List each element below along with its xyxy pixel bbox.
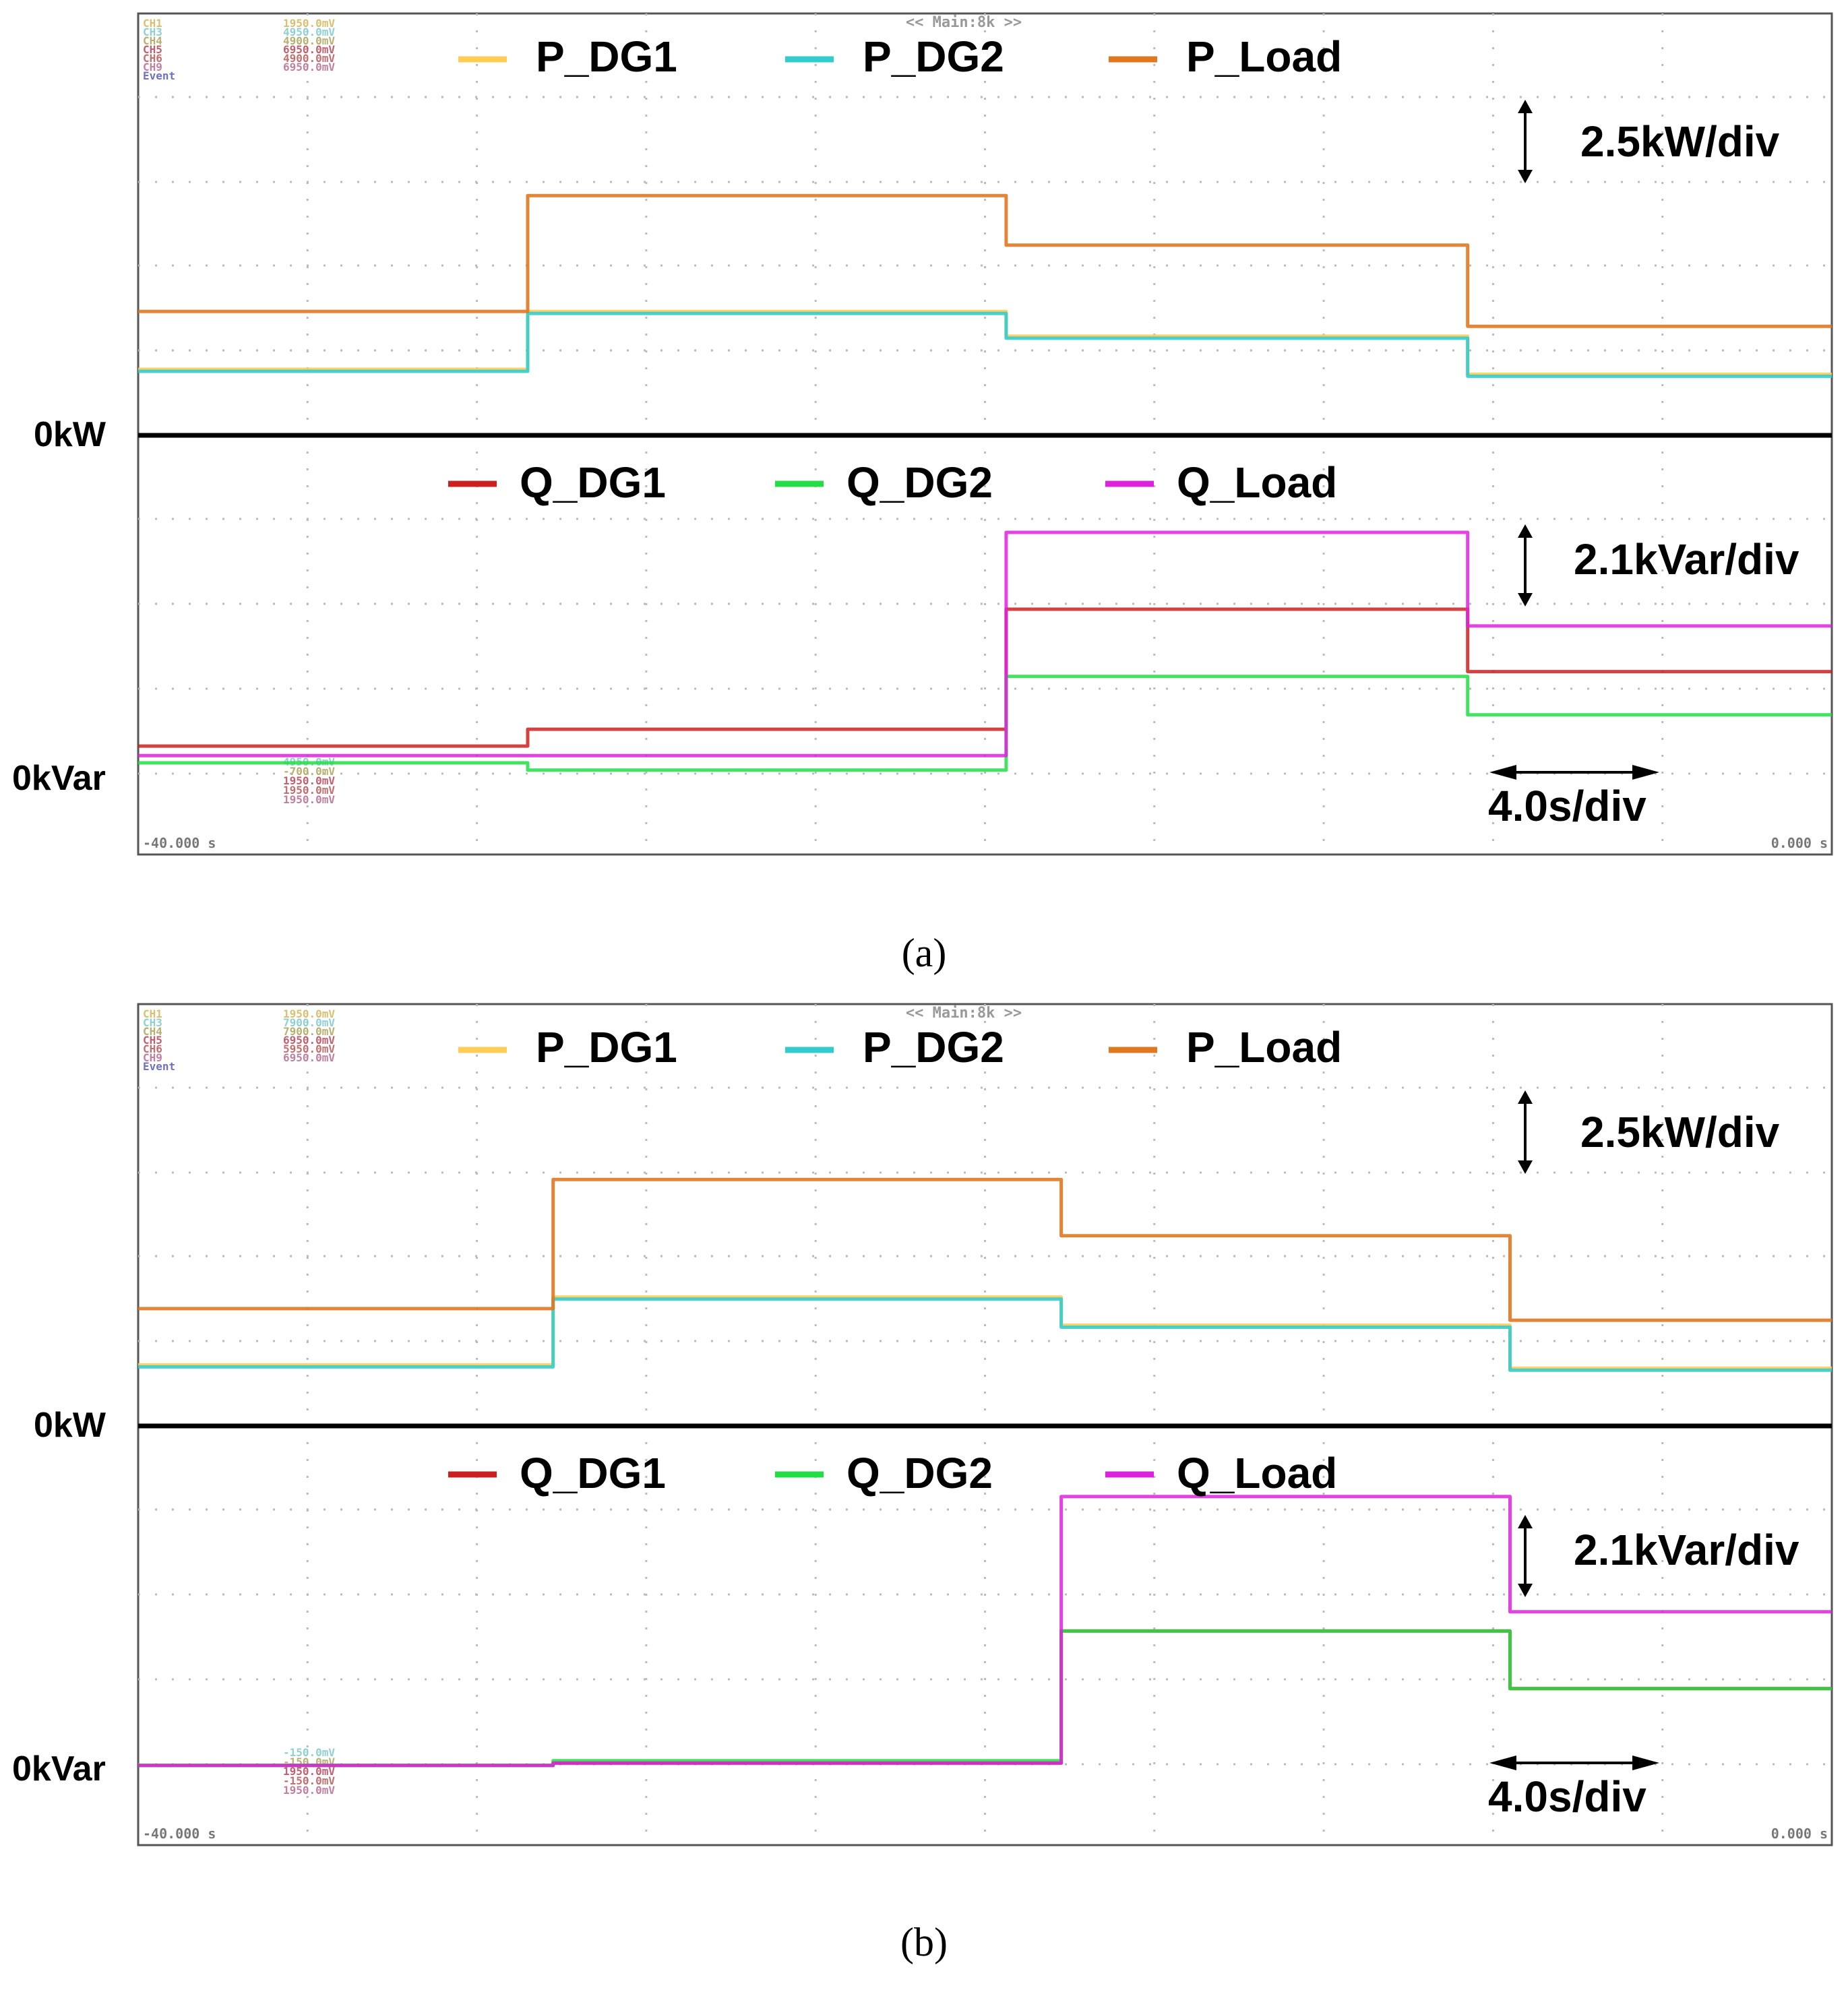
chart-b-legend-label-q-load: Q_Load xyxy=(1177,1449,1337,1497)
chart-a-reactive-scale-arrow-head-down xyxy=(1518,593,1533,607)
chart-b-scope-ch-value-top-4: 5950.0mV xyxy=(283,1043,335,1055)
chart-b-reactive-scale-arrow-head-up xyxy=(1518,1515,1533,1528)
chart-a-series-p-dg2 xyxy=(138,311,1832,378)
chart-a-time-scale-label: 4.0s/div xyxy=(1488,782,1646,830)
chart-a-reactive-scale-arrow-head-up xyxy=(1518,524,1533,538)
chart-a-time-scale-arrow xyxy=(1489,765,1659,780)
chart-b-scope-ch-value-top-3: 6950.0mV xyxy=(283,1034,335,1047)
chart-b-legend-label-q-dg1: Q_DG1 xyxy=(520,1449,666,1497)
chart-b-time-end-label: 0.000 s xyxy=(1771,1826,1828,1842)
chart-a-legend-label-p-load: P_Load xyxy=(1186,32,1342,81)
chart-b-time-scale-arrow-head-left xyxy=(1489,1755,1516,1770)
chart-a-scope-ch-value-top-0: 1950.0mV xyxy=(283,17,335,30)
chart-b-reactive-scale-arrow xyxy=(1518,1515,1533,1597)
panel-a: << Main:8k >> CH1 CH3 CH4 CH5 CH6 CH9 Event 1950… xyxy=(0,0,1848,876)
chart-a-legend-label-q-load: Q_Load xyxy=(1177,458,1337,507)
chart-b-legend-label-p-dg1: P_DG1 xyxy=(536,1023,677,1071)
chart-b-scope-ch-label-2: CH4 xyxy=(143,1025,162,1038)
chart-b-reactive-scale-arrow-head-down xyxy=(1518,1584,1533,1597)
chart-a-zero-kw-label: 0kW xyxy=(34,415,106,454)
chart-a-power-scale-arrow xyxy=(1518,100,1533,183)
caption-a: (a) xyxy=(901,931,947,975)
chart-b-power-scale-arrow-head-down xyxy=(1518,1160,1533,1174)
chart-b-scope-ch-label-5: CH9 xyxy=(143,1051,162,1064)
chart-a-reactive-scale-label: 2.1kVar/div xyxy=(1574,535,1799,584)
chart-b-scope-ch-label-1: CH3 xyxy=(143,1016,162,1029)
chart-a-legend-label-q-dg2: Q_DG2 xyxy=(846,458,993,507)
chart-a-scope-ch-value-top-2: 4900.0mV xyxy=(283,34,335,47)
chart-a-scope-ch-value-top-4: 4900.0mV xyxy=(283,52,335,65)
chart-a-scope-ch-value-top-3: 6950.0mV xyxy=(283,43,335,56)
caption-b: (b) xyxy=(900,1920,948,1964)
chart-b-scope-ch-value-bottom-4: 1950.0mV xyxy=(283,1784,335,1797)
chart-a-time-end-label: 0.000 s xyxy=(1771,835,1828,851)
chart-a-power-scale-arrow-head-up xyxy=(1518,100,1533,113)
chart-a-scope-header: << Main:8k >> xyxy=(906,14,1022,31)
chart-b-series-p-load xyxy=(138,1177,1832,1322)
chart-a-series-p-load xyxy=(138,193,1832,328)
chart-b-time-start-label: -40.000 s xyxy=(143,1826,216,1842)
chart-a-scope-ch-value-bottom-1: -700.0mV xyxy=(283,765,335,778)
chart-a-scope-ch-value-bottom-4: 1950.0mV xyxy=(283,793,335,806)
chart-a-zero-kvar-label: 0kVar xyxy=(12,759,106,798)
chart-a-legend-label-q-dg1: Q_DG1 xyxy=(520,458,666,507)
chart-b-series-q-load xyxy=(138,1495,1832,1768)
chart-b-time-scale-arrow-head-right xyxy=(1632,1755,1659,1770)
chart-a-scope-ch-value-top-1: 4950.0mV xyxy=(283,26,335,38)
chart-a-scope-ch-value-bottom-3: 1950.0mV xyxy=(283,784,335,797)
chart-b-scope-ch-label-3: CH5 xyxy=(143,1034,162,1047)
chart-a-scope-ch-label-1: CH3 xyxy=(143,26,162,38)
chart-a-reactive-scale-arrow xyxy=(1518,524,1533,607)
chart-b-power-scale-label: 2.5kW/div xyxy=(1580,1108,1780,1156)
chart-b-power-scale-arrow-head-up xyxy=(1518,1090,1533,1104)
chart-b-reactive-scale-label: 2.1kVar/div xyxy=(1574,1526,1799,1574)
chart-b-scope-ch-value-top-0: 1950.0mV xyxy=(283,1007,335,1020)
chart-b-scope-ch-value-bottom-0: -150.0mV xyxy=(283,1746,335,1759)
chart-b-legend-label-p-dg2: P_DG2 xyxy=(863,1023,1004,1071)
panel-b: << Main:8k >> CH1 CH3 CH4 CH5 CH6 CH9 Event 1950… xyxy=(0,991,1848,1867)
chart-a-scope-ch-value-bottom-2: 1950.0mV xyxy=(283,774,335,787)
chart-b-scope-ch-label-4: CH6 xyxy=(143,1043,162,1055)
chart-b-power-scale-arrow xyxy=(1518,1090,1533,1174)
chart-a-legend-label-p-dg2: P_DG2 xyxy=(863,32,1004,81)
chart-a-legend-label-p-dg1: P_DG1 xyxy=(536,32,677,81)
chart-b-time-scale-label: 4.0s/div xyxy=(1488,1772,1646,1821)
chart-b-scope-header: << Main:8k >> xyxy=(906,1005,1022,1022)
chart-a-scope-ch-label-4: CH6 xyxy=(143,52,162,65)
chart-b-legend-label-p-load: P_Load xyxy=(1186,1023,1342,1071)
chart-a-time-scale-arrow-head-left xyxy=(1489,765,1516,780)
chart-a-series-q-load xyxy=(138,530,1832,757)
chart-a-scope-ch-label-6: Event xyxy=(143,69,175,82)
chart-a-scope-ch-label-2: CH4 xyxy=(143,34,162,47)
chart-b-scope-ch-value-top-2: 7900.0mV xyxy=(283,1025,335,1038)
chart-a-scope-ch-label-3: CH5 xyxy=(143,43,162,56)
chart-a-scope-ch-label-0: CH1 xyxy=(143,17,162,30)
chart-b-time-scale-arrow xyxy=(1489,1755,1659,1770)
chart-b-scope-ch-value-bottom-3: -150.0mV xyxy=(283,1774,335,1787)
chart-b-scope-ch-label-6: Event xyxy=(143,1060,175,1073)
chart-a-power-scale-label: 2.5kW/div xyxy=(1580,117,1780,166)
chart-b-scope-ch-label-0: CH1 xyxy=(143,1007,162,1020)
chart-b-zero-kvar-label: 0kVar xyxy=(12,1749,106,1789)
chart-a-time-start-label: -40.000 s xyxy=(143,835,216,851)
chart-a-power-scale-arrow-head-down xyxy=(1518,170,1533,183)
chart-b-scope-ch-value-bottom-2: 1950.0mV xyxy=(283,1765,335,1778)
chart-b-series-p-dg2 xyxy=(138,1297,1832,1372)
chart-b-legend-label-q-dg2: Q_DG2 xyxy=(846,1449,993,1497)
chart-a-scope-ch-value-top-5: 6950.0mV xyxy=(283,61,335,73)
chart-b-scope-ch-value-top-5: 6950.0mV xyxy=(283,1051,335,1064)
chart-a-scope-ch-label-5: CH9 xyxy=(143,61,162,73)
chart-b-scope-ch-value-top-1: 7900.0mV xyxy=(283,1016,335,1029)
chart-a-time-scale-arrow-head-right xyxy=(1632,765,1659,780)
chart-b-zero-kw-label: 0kW xyxy=(34,1406,106,1445)
